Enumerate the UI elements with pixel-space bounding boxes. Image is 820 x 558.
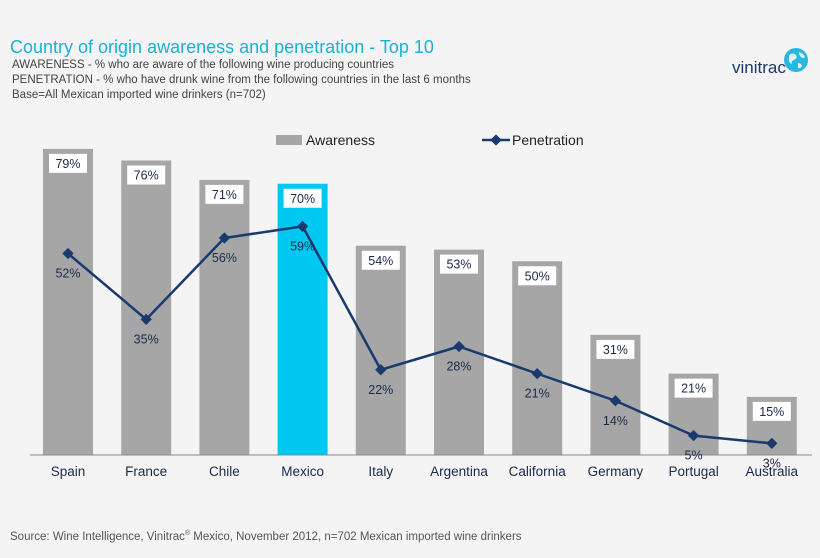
penetration-marker <box>375 364 387 376</box>
vinitrac-logo: vinitrac <box>732 46 812 80</box>
awareness-label: 15% <box>759 405 784 419</box>
awareness-label: 31% <box>603 343 628 357</box>
awareness-label-box <box>205 184 244 204</box>
awareness-label-box <box>596 339 635 359</box>
awareness-label: 79% <box>55 157 80 171</box>
penetration-label: 3% <box>763 456 781 470</box>
penetration-marker <box>687 429 700 442</box>
registered-mark: ® <box>184 530 191 537</box>
x-tick-label: Germany <box>588 464 644 479</box>
bar-chile <box>199 179 250 455</box>
penetration-label: 22% <box>368 383 393 397</box>
legend-marker-penetration <box>490 134 502 146</box>
globe-icon <box>784 48 808 72</box>
awareness-label-box <box>361 250 400 270</box>
x-tick-label: Portugal <box>668 464 718 479</box>
chart-title: Country of origin awareness and penetrat… <box>10 37 434 57</box>
awareness-label-box <box>674 378 713 398</box>
x-tick-label: France <box>125 464 167 479</box>
bar-spain <box>43 148 93 455</box>
penetration-marker <box>609 395 622 407</box>
awareness-label: 21% <box>681 382 706 396</box>
x-tick-label: California <box>509 464 567 479</box>
penetration-marker <box>531 367 543 380</box>
awareness-label-box <box>752 401 791 421</box>
penetration-marker <box>766 437 778 450</box>
penetration-label: 28% <box>446 360 471 374</box>
legend-swatch-awareness <box>276 135 302 145</box>
penetration-label: 35% <box>134 332 159 346</box>
awareness-label-box <box>518 266 557 286</box>
x-tick-label: Spain <box>51 464 86 479</box>
penetration-label: 59% <box>290 239 315 253</box>
x-tick-label: Argentina <box>430 464 488 479</box>
legend-label-awareness: Awareness <box>306 132 375 148</box>
bar-california <box>512 261 563 455</box>
penetration-line <box>67 225 772 445</box>
subtitle-penetration: PENETRATION - % who have drunk wine from… <box>12 74 471 86</box>
awareness-label: 54% <box>368 254 393 268</box>
bar-italy <box>355 245 406 455</box>
awareness-label: 70% <box>290 192 315 206</box>
awareness-label: 53% <box>446 258 471 272</box>
awareness-label-box <box>49 153 87 173</box>
awareness-label-box <box>283 188 322 208</box>
source-text-start: Source: Wine Intelligence, Vinitrac <box>10 530 185 543</box>
subtitle-awareness: AWARENESS - % who are aware of the follo… <box>12 59 395 71</box>
logo-text: vinitrac <box>732 58 786 77</box>
x-tick-label: Italy <box>368 464 393 479</box>
x-tick-label: Chile <box>209 464 240 479</box>
awareness-penetration-chart: Awareness Penetration 79% 76% 71% 70% 54% 53% 50… <box>30 132 812 479</box>
awareness-label-box <box>127 165 166 185</box>
penetration-marker <box>140 313 152 326</box>
penetration-label: 14% <box>603 414 628 428</box>
x-tick-label: Mexico <box>281 464 324 479</box>
awareness-label: 71% <box>212 188 237 202</box>
awareness-label: 76% <box>134 169 159 183</box>
bar-france <box>121 160 172 455</box>
x-tick-label: Australia <box>746 464 799 479</box>
source-text-end: Mexico, November 2012, n=702 Mexican imp… <box>190 530 522 543</box>
awareness-label-box <box>440 254 478 274</box>
source-note: Source: Wine Intelligence, Vinitrac® Mex… <box>10 530 522 543</box>
awareness-label: 50% <box>525 269 550 283</box>
penetration-label: 52% <box>55 267 80 281</box>
subtitle-base: Base=All Mexican imported wine drinkers … <box>12 89 266 101</box>
penetration-label: 21% <box>525 387 550 401</box>
penetration-marker <box>453 340 465 353</box>
penetration-label: 56% <box>212 251 237 265</box>
penetration-label: 5% <box>685 449 703 463</box>
legend-label-penetration: Penetration <box>512 132 584 148</box>
